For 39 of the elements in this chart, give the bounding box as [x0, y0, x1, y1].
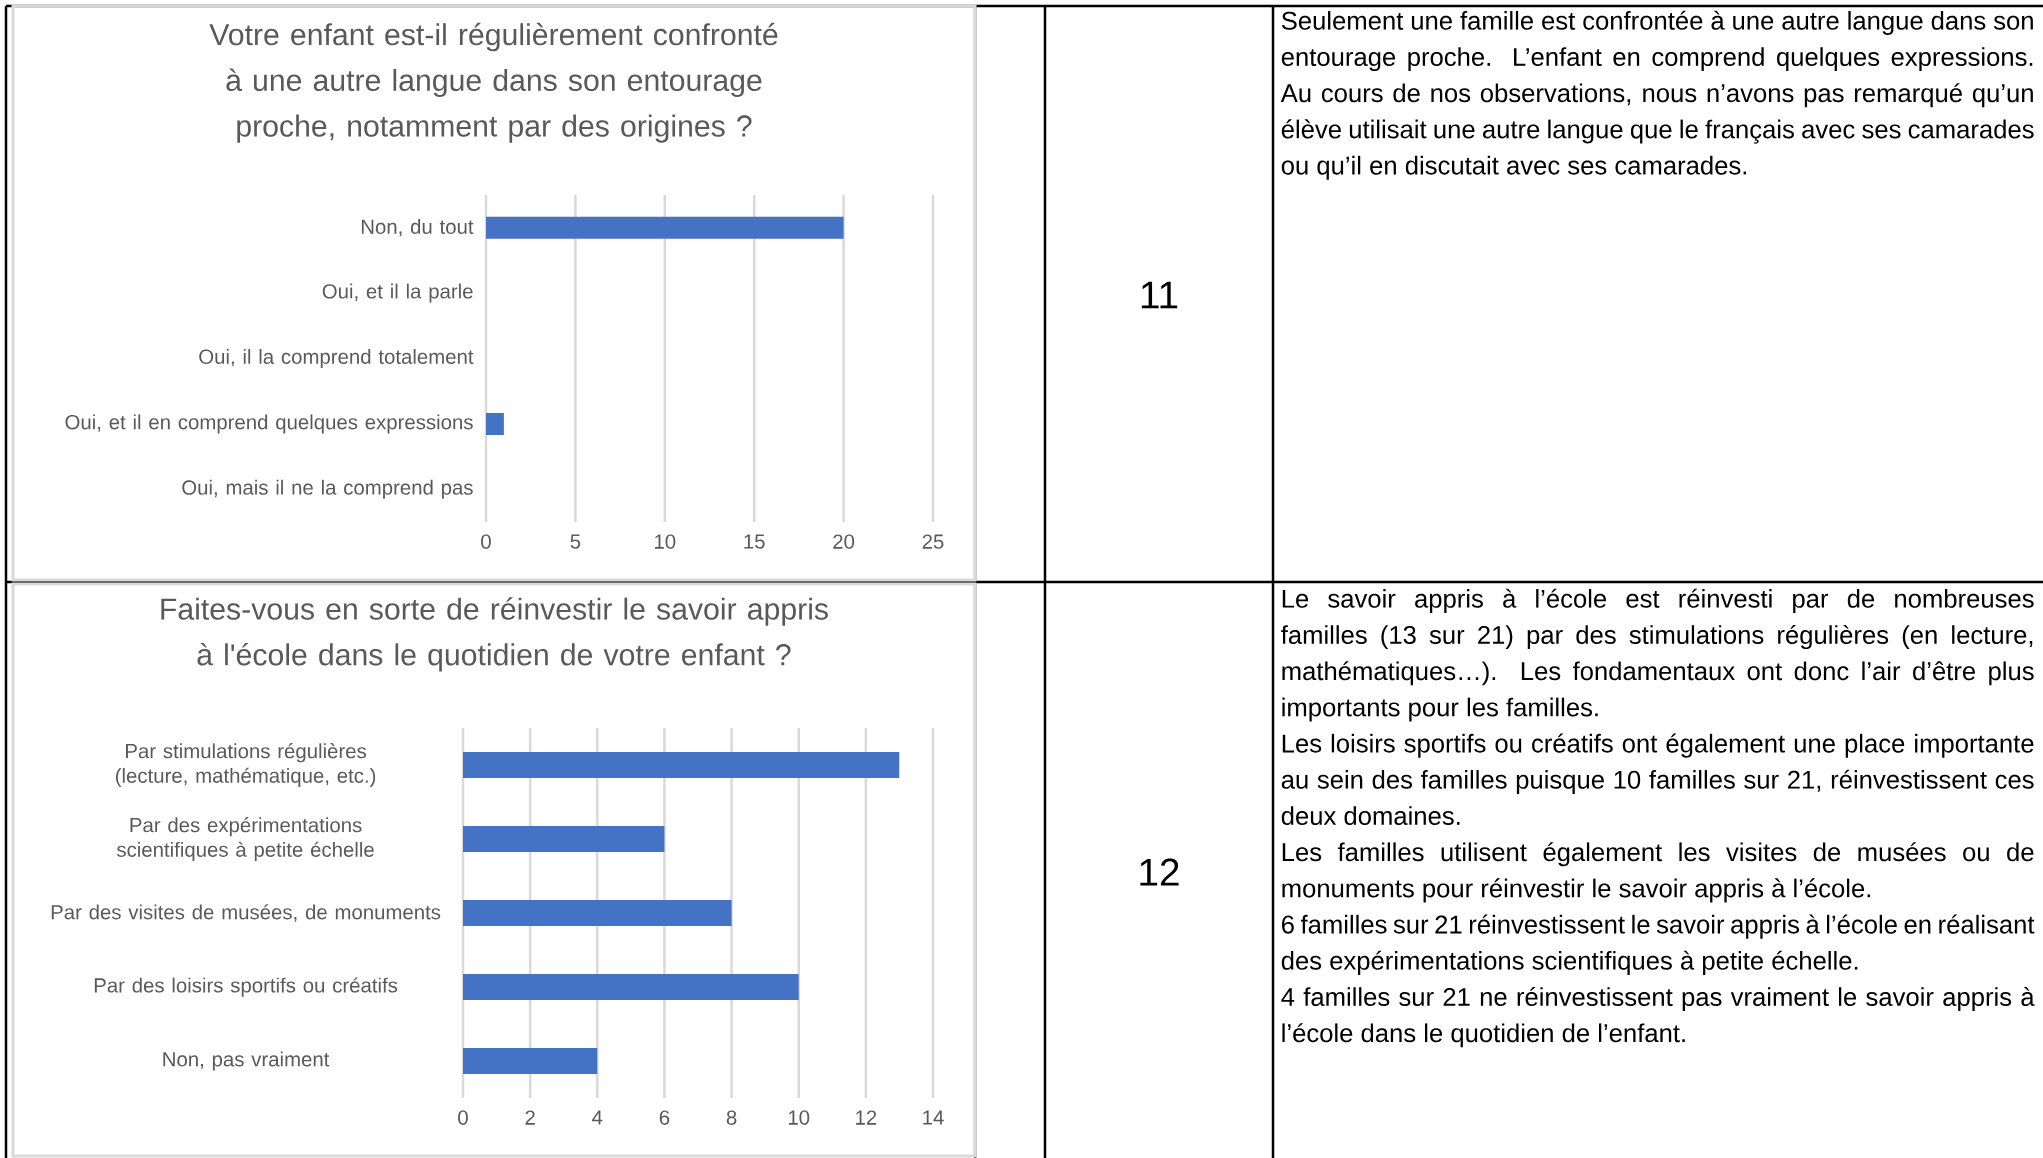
text: 6 familles sur 21 réinvestissent le savoir appris à l’école en réalisant des expérimentations scientifiques à petite échelle. [1281, 914, 2035, 975]
y-tick-label: Par des expérimentations scientifiques à petite échelle [116, 817, 374, 861]
x-tick-label: 10 [788, 1110, 810, 1125]
text: Les loisirs sportifs ou créatifs ont également une place importante au sein des familles puisque 10 familles sur 21, réinvestissent ces deux domaines. [1281, 733, 2034, 826]
x-tick-label: 2 [525, 1110, 535, 1125]
text: 4 familles sur 21 ne réinvestissent pas vraiment le savoir appris à l’école dans le quotidien de l’enfant. [1281, 986, 2035, 1048]
y-tick-label: Par stimulations régulières (lecture, mathématique, etc.) [115, 743, 376, 787]
y-tick-label: Par des loisirs sportifs ou créatifs [94, 977, 398, 997]
x-tick-label: 8 [726, 1110, 737, 1125]
x-tick-label: 0 [458, 1110, 468, 1125]
y-tick-label: Oui, et il en comprend quelques expressions [65, 414, 473, 434]
y-tick-label: Par des visites de musées, de monuments [51, 904, 441, 922]
x-tick-label: 0 [481, 534, 491, 549]
y-tick-label: Non, pas vraiment [163, 1051, 330, 1071]
x-tick-label: 14 [923, 1110, 944, 1125]
y-tick-label: Non, du tout [361, 219, 474, 237]
text: Seulement une famille est confrontée à une autre langue dans son entourage proche. L’enfant en comprend quelques expressions. Au cours de nos observations, nous n’avons pas remarqué qu’un élève utilisait une autre langue que le français avec ses camarades ou qu’il en discutait avec ses camarades. [1280, 10, 2034, 180]
x-tick-label: 25 [922, 534, 944, 549]
text: Les familles utilisent également les visites de musées ou de monuments pour réinvestir le savoir appris à l’école. [1282, 842, 2034, 903]
chart-title: Votre enfant est-il régulièrement confronté à une autre langue dans son entourage proche, notamment par des origines ? [209, 22, 778, 143]
text: Le savoir appris à l’école est réinvesti par de nombreuses familles (13 sur 21) par des stimulations régulières (en lecture, mathématiques…). Les fondamentaux ont donc l’air d’être plus importants pour les familles. [1281, 588, 2034, 722]
x-tick-label: 12 [856, 1110, 877, 1125]
x-tick-label: 10 [655, 534, 676, 549]
y-tick-label: Oui, et il la parle [322, 283, 473, 303]
x-tick-label: 20 [833, 534, 855, 549]
text: 11 [1141, 281, 1178, 309]
chart-title: Faites-vous en sorte de réinvestir le savoir appris à l'école dans le quotidien de votre enfant ? [161, 597, 828, 672]
bar [462, 900, 732, 927]
x-tick-label: 15 [744, 534, 765, 549]
bar [462, 752, 900, 779]
bar [462, 1048, 598, 1075]
bar [462, 826, 665, 853]
x-tick-label: 4 [592, 1110, 603, 1125]
x-tick-label: 5 [570, 534, 581, 549]
text: 12 [1140, 858, 1179, 886]
x-tick-label: 6 [659, 1110, 670, 1125]
y-tick-label: Oui, mais il ne la comprend pas [182, 479, 473, 499]
y-tick-label: Oui, il la comprend totalement [199, 349, 474, 369]
bar [462, 974, 799, 1001]
